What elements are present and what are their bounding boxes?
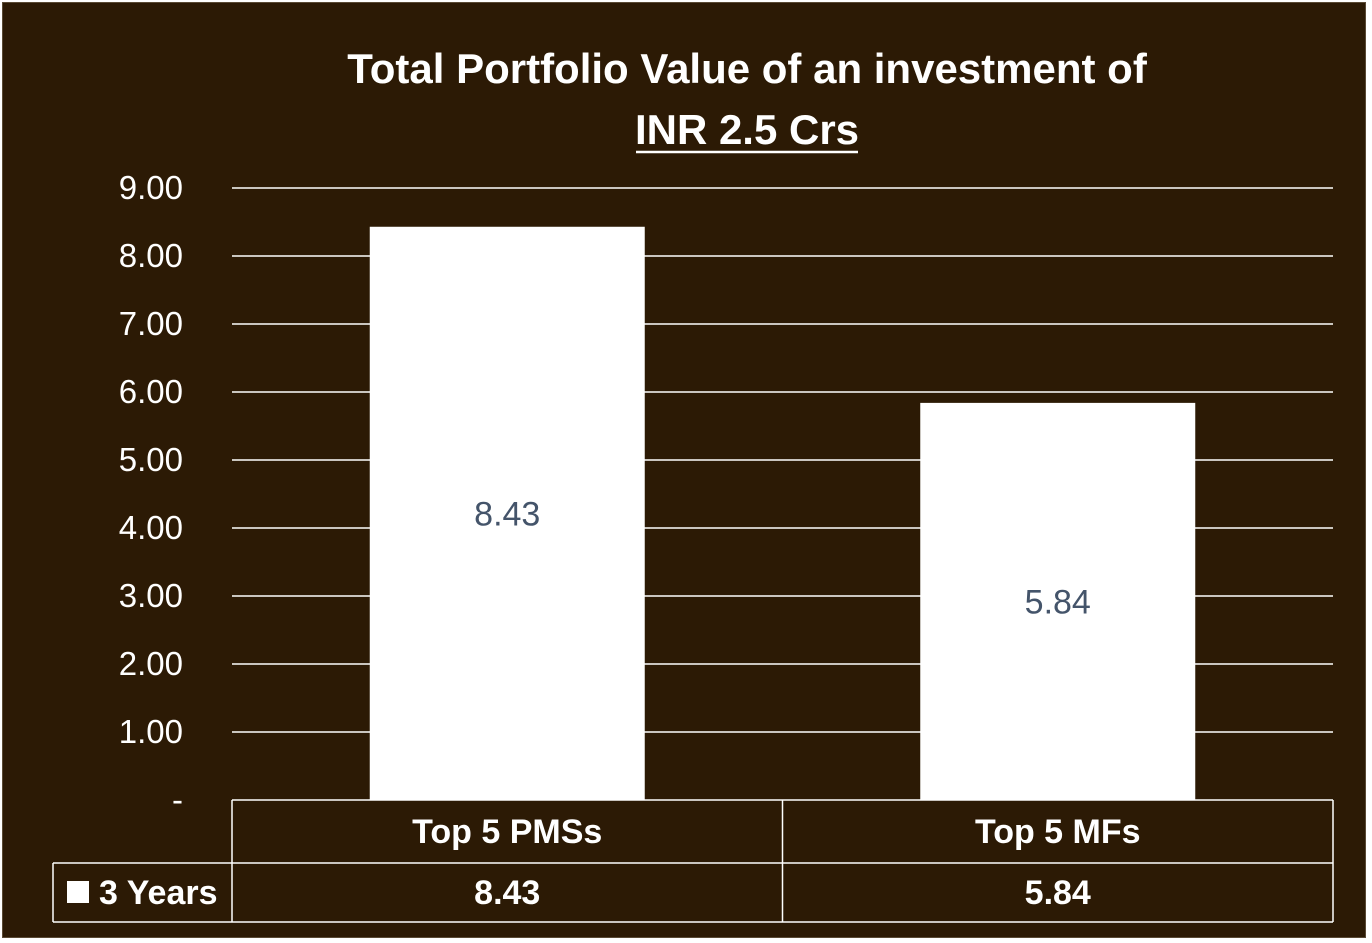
data-labels: 8.43 5.84 <box>474 495 1091 621</box>
legend-key <box>67 881 89 903</box>
y-tick-label: 9.00 <box>119 169 183 206</box>
data-label: 8.43 <box>474 495 540 533</box>
y-tick-label: 1.00 <box>119 713 183 750</box>
y-tick-label: 7.00 <box>119 305 183 342</box>
data-table: Top 5 PMSs 8.43 Top 5 MFs 5.84 3 Years <box>52 799 1334 923</box>
table-value: 8.43 <box>474 874 540 912</box>
legend-series-name: 3 Years <box>99 874 218 912</box>
chart-title-line1: Total Portfolio Value of an investment o… <box>347 45 1148 92</box>
table-value: 5.84 <box>1025 874 1091 912</box>
chart-title-line2: INR 2.5 Crs <box>635 106 859 153</box>
category-label: Top 5 PMSs <box>412 813 602 851</box>
y-tick-label: 4.00 <box>119 509 183 546</box>
bar <box>369 226 645 800</box>
data-label: 5.84 <box>1025 583 1091 621</box>
bar <box>920 402 1196 800</box>
y-tick-label: 8.00 <box>119 237 183 274</box>
category-label: Top 5 MFs <box>975 813 1141 851</box>
bar-chart: Total Portfolio Value of an investment o… <box>52 45 1334 923</box>
bars <box>369 226 1196 800</box>
y-tick-label: 5.00 <box>119 441 183 478</box>
y-axis-ticks: - 1.00 2.00 3.00 4.00 5.00 6.00 7.00 8.00 9.00 <box>119 169 183 818</box>
y-tick-label: 3.00 <box>119 577 183 614</box>
y-tick-label: 2.00 <box>119 645 183 682</box>
y-tick-label: - <box>172 781 183 818</box>
y-tick-label: 6.00 <box>119 373 183 410</box>
